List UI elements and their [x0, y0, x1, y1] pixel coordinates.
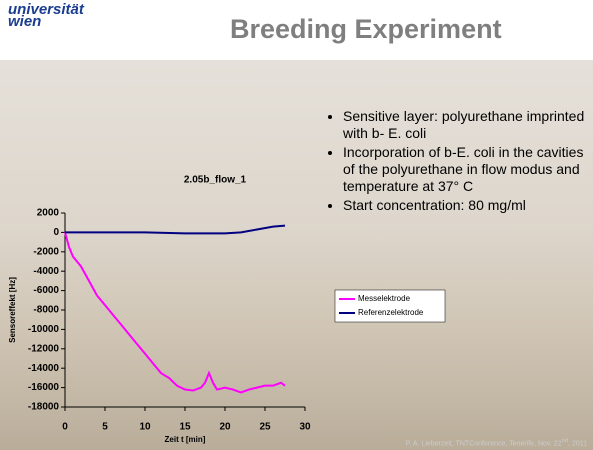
chart: 2.05b_flow_1 2000 0 -2000 -4000 -6000 -8000 -10…	[0, 0, 593, 450]
y-tick-label: -8000	[33, 305, 59, 316]
x-axis-label: Zeit t [min]	[165, 435, 206, 444]
series-line	[65, 226, 285, 234]
y-tick-label: -16000	[28, 382, 60, 393]
x-tick-label: 15	[179, 422, 191, 433]
x-tick-label: 10	[139, 422, 151, 433]
y-tick-label: -18000	[28, 402, 60, 413]
x-tick-label: 20	[219, 422, 231, 433]
x-tick-label: 5	[102, 422, 108, 433]
y-tick-label: -6000	[33, 285, 59, 296]
series-line	[65, 232, 285, 392]
x-tick-label: 25	[259, 422, 271, 433]
y-tick-label: -14000	[28, 363, 60, 374]
y-tick-label: -4000	[33, 266, 59, 277]
y-tick-label: -2000	[33, 246, 59, 257]
legend-label: Referenzelektrode	[358, 308, 424, 317]
slide: universität wien Breeding Experiment Sen…	[0, 0, 593, 450]
x-tick-label: 0	[62, 422, 68, 433]
y-tick-label: 2000	[37, 208, 60, 219]
y-tick-label: -12000	[28, 343, 60, 354]
chart-title: 2.05b_flow_1	[184, 175, 247, 186]
y-tick-label: 0	[53, 227, 59, 238]
y-tick-label: -10000	[28, 324, 60, 335]
legend-label: Messelektrode	[358, 294, 411, 303]
y-axis-label: Sensoreffekt [Hz]	[8, 277, 17, 343]
x-tick-label: 30	[299, 422, 311, 433]
